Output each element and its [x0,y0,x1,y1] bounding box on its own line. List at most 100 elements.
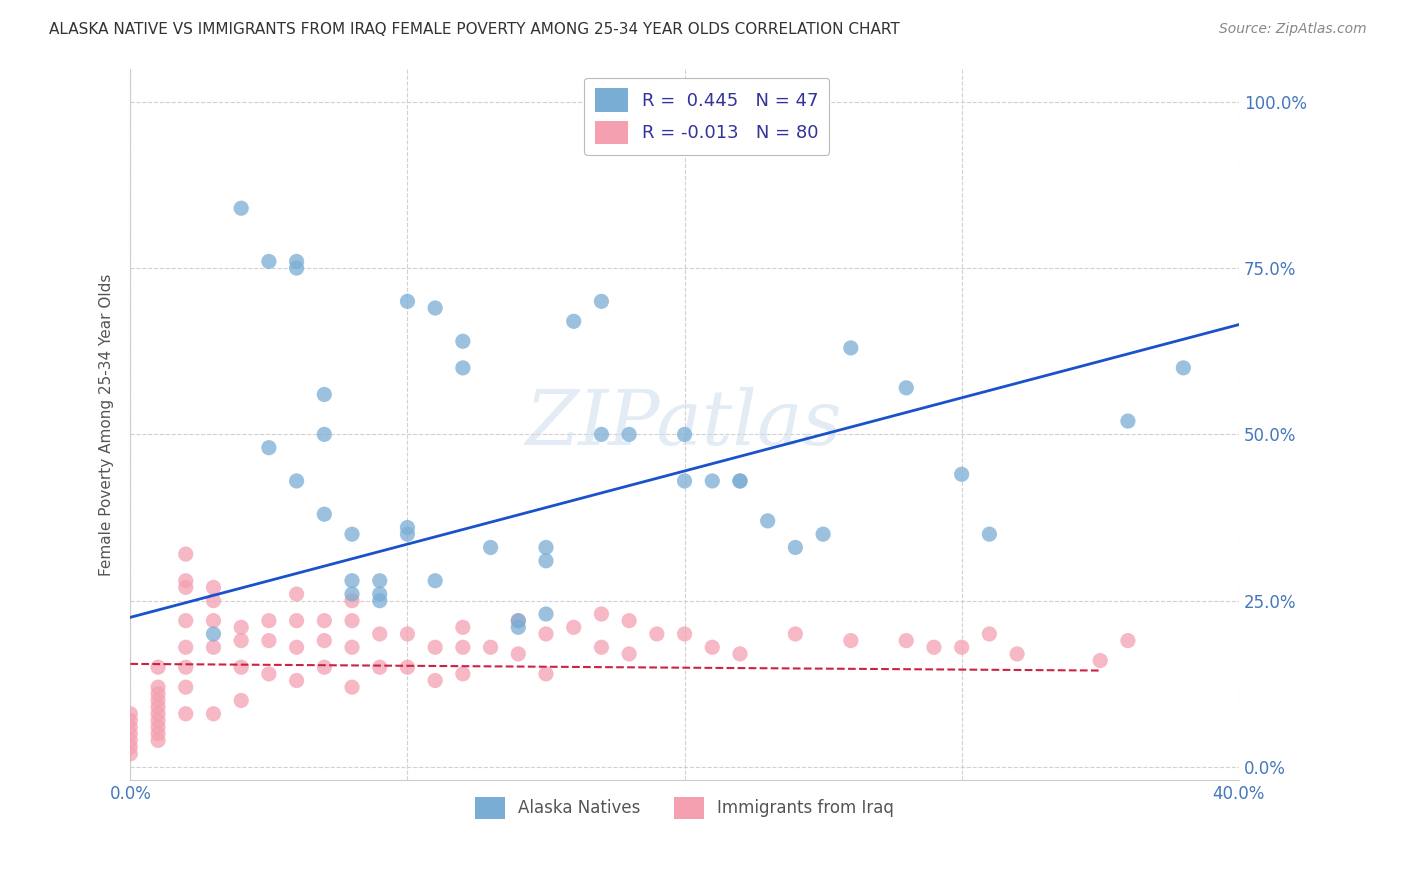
Point [534,627,557,641]
Point [396,294,419,309]
Point [146,727,169,741]
Point [340,527,363,541]
Point [285,254,308,268]
Point [1116,633,1139,648]
Point [146,660,169,674]
Point [174,640,197,655]
Point [785,541,807,555]
Point [340,593,363,607]
Point [174,581,197,595]
Point [1116,414,1139,428]
Point [174,574,197,588]
Point [896,633,918,648]
Point [839,633,862,648]
Point [120,727,142,741]
Point [396,660,419,674]
Point [146,714,169,728]
Point [617,427,640,442]
Text: ZIPatlas: ZIPatlas [526,387,842,461]
Point [673,627,696,641]
Point [508,647,530,661]
Point [451,360,474,375]
Point [231,620,253,634]
Point [534,554,557,568]
Point [702,640,724,655]
Point [645,627,668,641]
Point [673,427,696,442]
Point [423,301,446,315]
Point [146,693,169,707]
Point [368,593,391,607]
Point [728,474,751,488]
Point [979,527,1001,541]
Point [340,587,363,601]
Point [257,254,280,268]
Point [423,673,446,688]
Point [202,706,225,721]
Point [508,614,530,628]
Point [257,666,280,681]
Point [120,706,142,721]
Point [285,474,308,488]
Point [174,680,197,694]
Point [314,660,336,674]
Point [257,633,280,648]
Point [451,620,474,634]
Point [120,739,142,754]
Point [922,640,945,655]
Point [591,294,613,309]
Point [451,666,474,681]
Point [314,427,336,442]
Point [231,633,253,648]
Point [174,660,197,674]
Point [673,474,696,488]
Point [617,614,640,628]
Point [534,666,557,681]
Point [120,720,142,734]
Point [202,593,225,607]
Point [950,640,973,655]
Point [896,381,918,395]
Point [534,607,557,621]
Point [728,474,751,488]
Point [314,614,336,628]
Point [120,714,142,728]
Point [146,700,169,714]
Point [231,693,253,707]
Point [368,574,391,588]
Point [120,733,142,747]
Point [340,680,363,694]
Point [423,574,446,588]
Point [451,640,474,655]
Point [174,547,197,561]
Point [423,640,446,655]
Point [285,614,308,628]
Point [479,640,502,655]
Point [1173,360,1195,375]
Point [146,687,169,701]
Point [146,720,169,734]
Point [617,647,640,661]
Point [340,574,363,588]
Point [756,514,779,528]
Point [479,541,502,555]
Point [562,620,585,634]
Point [340,640,363,655]
Point [839,341,862,355]
Point [285,673,308,688]
Point [231,201,253,215]
Point [146,706,169,721]
Point [314,633,336,648]
Point [314,387,336,401]
Point [285,587,308,601]
Point [728,647,751,661]
Point [785,627,807,641]
Point [202,581,225,595]
Point [257,614,280,628]
Point [1090,654,1112,668]
Point [534,541,557,555]
Point [591,607,613,621]
Point [174,614,197,628]
Point [340,614,363,628]
Point [368,660,391,674]
